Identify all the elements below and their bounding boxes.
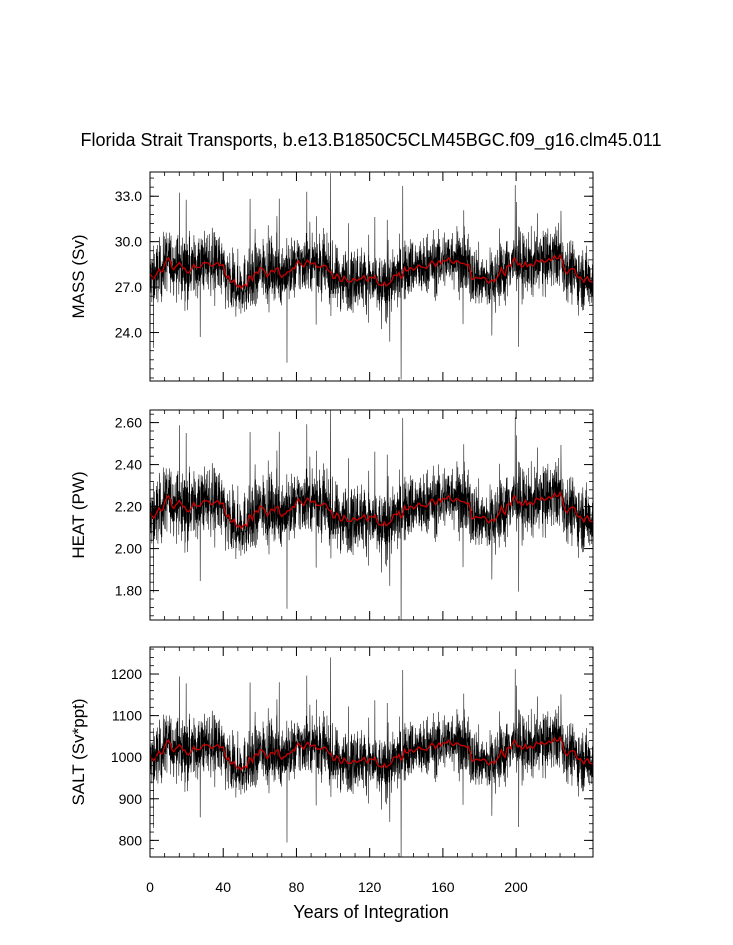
series-smoothed-line <box>150 253 593 290</box>
y-axis-label: HEAT (PW) <box>69 471 88 558</box>
y-tick-label: 33.0 <box>115 188 142 204</box>
x-tick-label: 40 <box>215 879 231 895</box>
x-tick-label: 80 <box>289 879 305 895</box>
y-tick-label: 900 <box>119 791 143 807</box>
x-tick-label: 160 <box>431 879 455 895</box>
y-tick-label: 2.20 <box>115 499 142 515</box>
y-axis-label: MASS (Sv) <box>69 234 88 318</box>
panel-2: 1.80 2.00 2.20 2.40 2.60 HEAT (PW) <box>69 409 594 621</box>
y-tick-label: 27.0 <box>115 279 142 295</box>
series-raw-line <box>150 657 593 857</box>
y-tick-label: 24.0 <box>115 325 142 341</box>
y-tick-label: 2.40 <box>115 457 142 473</box>
y-axis-label: SALT (Sv*ppt) <box>69 698 88 805</box>
series-smoothed-line <box>150 735 593 772</box>
y-tick-label: 1200 <box>111 666 142 682</box>
series-smoothed-line <box>150 490 593 530</box>
series-raw-line <box>150 173 593 380</box>
y-tick-label: 800 <box>119 832 143 848</box>
y-tick-label: 1100 <box>112 708 142 724</box>
y-tick-label: 2.00 <box>115 541 142 557</box>
y-tick-label: 1.80 <box>115 583 142 599</box>
x-tick-label: 120 <box>358 879 382 895</box>
chart-title: Florida Strait Transports, b.e13.B1850C5… <box>81 130 662 151</box>
series-raw-line <box>150 410 593 620</box>
y-tick-label: 30.0 <box>115 234 142 250</box>
x-tick-label: 0 <box>146 879 154 895</box>
y-tick-label: 1000 <box>111 749 142 765</box>
y-tick-label: 2.60 <box>115 415 142 431</box>
panel-3: 800 900 1000 1100 1200 0 40 80 120 160 200 SALT (Sv… <box>69 646 594 895</box>
x-axis-label: Years of Integration <box>293 902 448 922</box>
panel-1: 24.0 27.0 30.0 33.0 MASS (Sv) <box>69 171 594 382</box>
plot-frame <box>149 171 594 382</box>
plot-frame <box>149 646 594 858</box>
x-tick-label: 200 <box>504 879 528 895</box>
